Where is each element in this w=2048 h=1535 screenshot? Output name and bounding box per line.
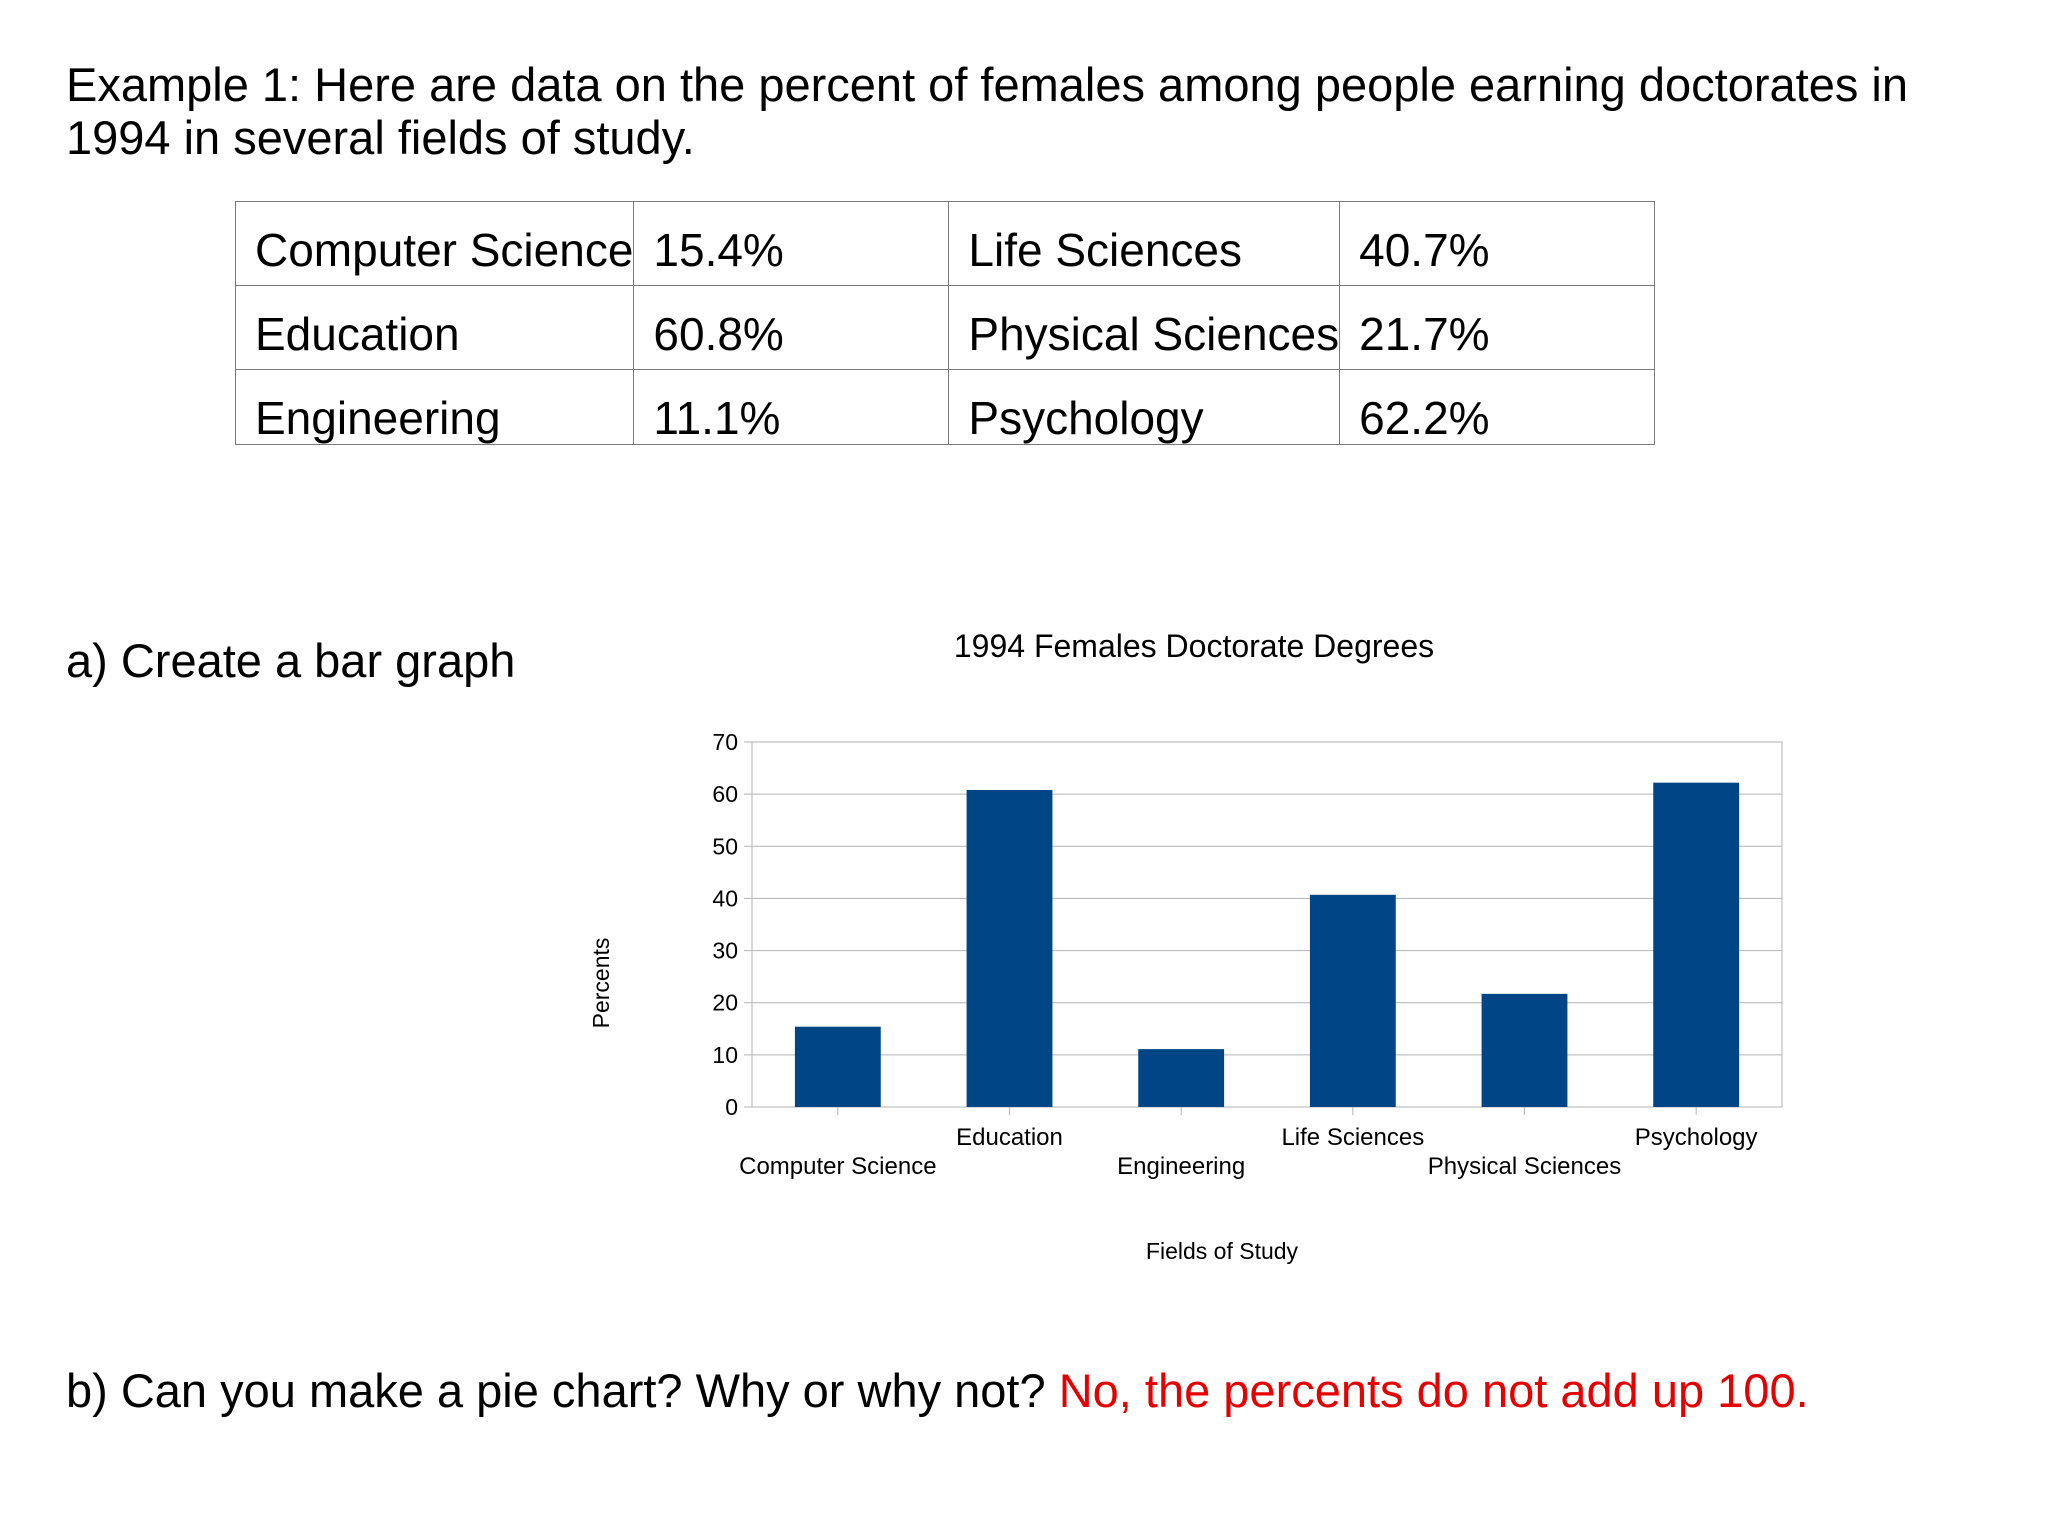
part-a-prompt: a) Create a bar graph — [66, 634, 516, 687]
value-cell: 15.4% — [633, 201, 950, 286]
chart-grid — [752, 741, 1782, 1108]
plot-frame — [751, 741, 1783, 1108]
x-tick-label: Computer Science — [739, 1153, 936, 1180]
bar — [1138, 1049, 1225, 1107]
field-cell: Physical Sciences — [948, 285, 1341, 370]
bar — [794, 1026, 881, 1107]
bar-chart: 1994 Females Doctorate Degrees 0 10 20 30 40… — [588, 628, 1783, 1264]
field-cell: Education — [234, 285, 635, 370]
part-b-prompt: b) Can you make a pie chart? Why or why … — [66, 1364, 1809, 1417]
y-tick-label: 10 — [712, 1042, 738, 1068]
part-b-question: b) Can you make a pie chart? Why or why … — [66, 1364, 1046, 1417]
bar — [1653, 782, 1740, 1107]
part-b-answer: No, the percents do not add up 100. — [1058, 1364, 1809, 1417]
x-tick-label: Physical Sciences — [1428, 1153, 1621, 1180]
table-row: Education 60.8% Physical Sciences 21.7% — [234, 285, 1656, 370]
y-axis-ticks: 0 10 20 30 40 50 60 70 — [712, 729, 752, 1120]
x-tick-label: Psychology — [1635, 1124, 1758, 1151]
y-tick-label: 50 — [712, 833, 738, 859]
y-tick-label: 40 — [712, 885, 738, 911]
value-cell: 11.1% — [633, 369, 950, 445]
bar — [1481, 993, 1568, 1107]
table-row: Engineering 11.1% Psychology 62.2% — [234, 369, 1656, 445]
value-cell: 60.8% — [633, 285, 950, 370]
y-tick-label: 60 — [712, 781, 738, 807]
x-tick-label: Education — [956, 1124, 1063, 1151]
x-axis-ticks: Computer Science Education Engineering Life… — [739, 1107, 1758, 1180]
table-row: Computer Science 15.4% Life Sciences 40.… — [234, 201, 1656, 286]
bar — [1309, 894, 1396, 1107]
intro-text: Example 1: Here are data on the percent … — [66, 58, 1908, 164]
bars — [794, 782, 1740, 1107]
x-tick-label: Engineering — [1117, 1153, 1245, 1180]
x-tick-label: Life Sciences — [1281, 1124, 1424, 1151]
bar — [966, 789, 1053, 1107]
field-cell: Life Sciences — [948, 201, 1341, 286]
y-tick-label: 70 — [712, 729, 738, 755]
data-table: Computer Science 15.4% Life Sciences 40.… — [234, 201, 1656, 445]
chart-title: 1994 Females Doctorate Degrees — [954, 628, 1434, 664]
y-axis-label: Percents — [588, 938, 614, 1029]
field-cell: Psychology — [948, 369, 1341, 445]
y-tick-label: 30 — [712, 938, 738, 964]
y-tick-label: 0 — [725, 1094, 738, 1120]
field-cell: Computer Science — [234, 201, 635, 286]
field-cell: Engineering — [234, 369, 635, 445]
value-cell: 40.7% — [1339, 201, 1656, 286]
value-cell: 21.7% — [1339, 285, 1656, 370]
x-axis-label: Fields of Study — [1146, 1238, 1299, 1264]
y-tick-label: 20 — [712, 990, 738, 1016]
value-cell: 62.2% — [1339, 369, 1656, 445]
